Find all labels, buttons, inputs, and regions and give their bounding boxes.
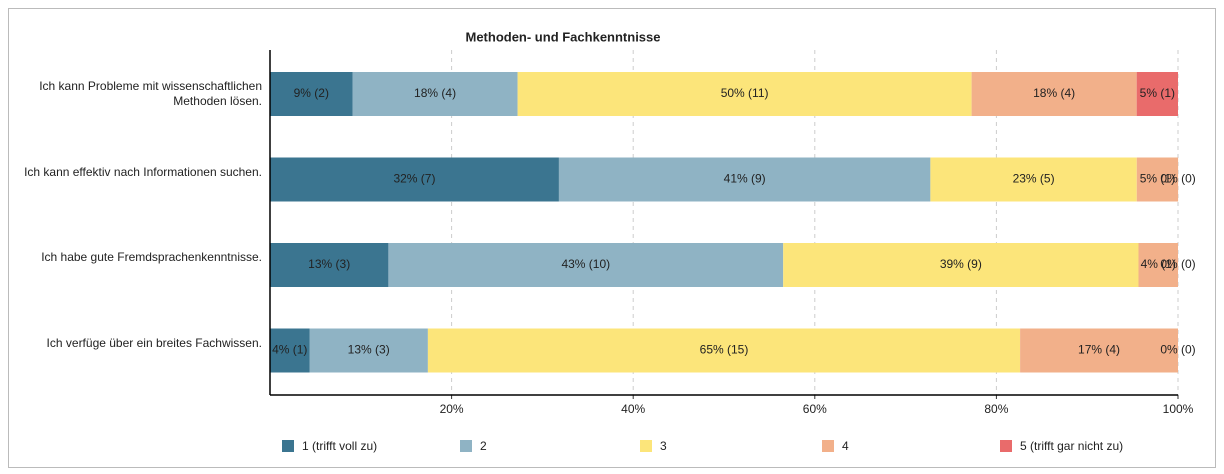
legend-label: 5 (trifft gar nicht zu) xyxy=(1020,439,1123,453)
data-label: 43% (10) xyxy=(561,257,610,271)
bar-segment xyxy=(1136,157,1179,202)
data-label: 23% (5) xyxy=(1013,172,1055,186)
data-label: 39% (9) xyxy=(940,257,982,271)
legend-swatch xyxy=(822,440,834,452)
bar-segment xyxy=(517,72,972,116)
legend-swatch xyxy=(640,440,652,452)
bar-segment xyxy=(352,72,518,116)
bar-segment xyxy=(971,72,1137,116)
data-label: 32% (7) xyxy=(393,172,435,186)
legend-swatch xyxy=(460,440,472,452)
data-label: 65% (15) xyxy=(700,343,749,357)
bar-segment xyxy=(270,328,310,373)
legend-label: 4 xyxy=(842,439,849,453)
category-label: Ich kann effektiv nach Informationen suc… xyxy=(24,164,262,179)
data-label: 13% (3) xyxy=(308,257,350,271)
bar-segment xyxy=(930,157,1137,202)
x-tick-label: 20% xyxy=(440,402,464,416)
data-label: 4% (1) xyxy=(272,343,307,357)
data-label: 0% (0) xyxy=(1160,257,1195,271)
data-label: 13% (3) xyxy=(348,343,390,357)
bar-segment xyxy=(558,157,931,202)
bar-segment xyxy=(270,157,559,202)
chart-title: Methoden- und Fachkenntnisse xyxy=(465,29,660,44)
bar-segment xyxy=(388,243,784,287)
data-label: 18% (4) xyxy=(414,86,456,100)
x-tick-label: 60% xyxy=(803,402,827,416)
data-label: 5% (1) xyxy=(1140,172,1175,186)
bar-segment xyxy=(1020,328,1178,373)
bar-segment xyxy=(1136,72,1178,116)
legend-label: 1 (trifft voll zu) xyxy=(302,439,377,453)
data-label: 5% (1) xyxy=(1140,86,1175,100)
bar-segment xyxy=(1138,243,1178,287)
data-label: 4% (1) xyxy=(1141,257,1176,271)
x-tick-label: 80% xyxy=(984,402,1008,416)
category-label: Ich verfüge über ein breites Fachwissen. xyxy=(46,335,262,350)
data-label: 0% (0) xyxy=(1160,343,1195,357)
category-label: Ich kann Probleme mit wissenschaftlichen… xyxy=(39,79,262,108)
bar-segment xyxy=(270,243,389,287)
legend-swatch xyxy=(1000,440,1012,452)
data-label: 18% (4) xyxy=(1033,86,1075,100)
legend-swatch xyxy=(282,440,294,452)
data-label: 0% (0) xyxy=(1160,172,1195,186)
bar-segment xyxy=(270,72,353,116)
category-label: Ich habe gute Fremdsprachenkenntnisse. xyxy=(41,250,262,264)
legend-label: 3 xyxy=(660,439,667,453)
data-label: 9% (2) xyxy=(294,86,329,100)
x-tick-label: 100% xyxy=(1163,402,1194,416)
data-label: 50% (11) xyxy=(721,86,769,100)
legend-label: 2 xyxy=(480,439,487,453)
x-tick-label: 40% xyxy=(621,402,645,416)
bar-segment xyxy=(783,243,1139,287)
bar-segment xyxy=(427,328,1021,373)
data-label: 41% (9) xyxy=(724,172,766,186)
bar-segment xyxy=(309,328,428,373)
data-label: 17% (4) xyxy=(1078,343,1120,357)
